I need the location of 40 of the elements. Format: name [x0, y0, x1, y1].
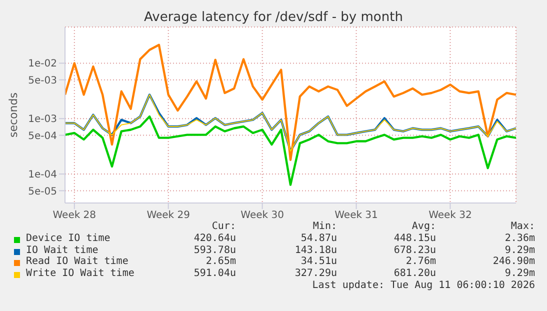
- x-tick-label: Week 30: [240, 210, 284, 222]
- y-tick-label: 5e-05: [28, 186, 57, 198]
- text: 593.78u: [192, 244, 236, 256]
- text: 54.87u: [300, 233, 337, 244]
- text: 2.65m: [204, 256, 236, 268]
- text: Max:: [510, 221, 535, 232]
- text: 9.29m: [504, 244, 535, 256]
- text: 448.15u: [392, 233, 436, 244]
- text: Min:: [312, 221, 337, 232]
- text: 246.90m: [492, 256, 535, 268]
- text: 143.18u: [294, 244, 337, 256]
- line-series: [65, 44, 516, 161]
- text: 2.76m: [404, 256, 436, 268]
- x-tick-label: Week 28: [52, 210, 96, 222]
- x-tick-label: Week 29: [146, 210, 190, 222]
- text: 591.04u: [192, 268, 236, 280]
- legend-label: IO Wait time: [26, 244, 98, 256]
- text: 327.29u: [294, 268, 337, 280]
- y-tick-label: 1e-03: [28, 114, 57, 126]
- y-tick-label: 1e-04: [28, 170, 57, 181]
- text: Cur:: [210, 221, 236, 232]
- text: Last update: Tue Aug 11 06:00:10 2026: [311, 280, 535, 291]
- y-tick-label: 5e-03: [28, 75, 57, 86]
- text: 678.23u: [392, 244, 436, 256]
- y-axis-title: seconds: [6, 92, 20, 138]
- text: 420.64u: [192, 233, 236, 244]
- legend-label: Device IO time: [26, 233, 110, 244]
- x-tick-label: Week 31: [334, 210, 378, 222]
- text: 681.20u: [392, 268, 436, 280]
- chart-title: Average latency for /dev/sdf - by month: [143, 10, 404, 25]
- text: 9.29m: [504, 268, 535, 280]
- legend-label: Write IO Wait time: [26, 268, 134, 280]
- y-tick-label: 1e-02: [28, 58, 57, 70]
- x-tick-label: Week 32: [428, 210, 472, 222]
- text: 2.36m: [504, 233, 535, 244]
- legend-label: Read IO Wait time: [26, 256, 128, 268]
- text: 34.51u: [300, 256, 337, 268]
- y-tick-label: 5e-04: [28, 130, 57, 142]
- text: Avg:: [410, 221, 436, 232]
- line-series: [65, 115, 516, 186]
